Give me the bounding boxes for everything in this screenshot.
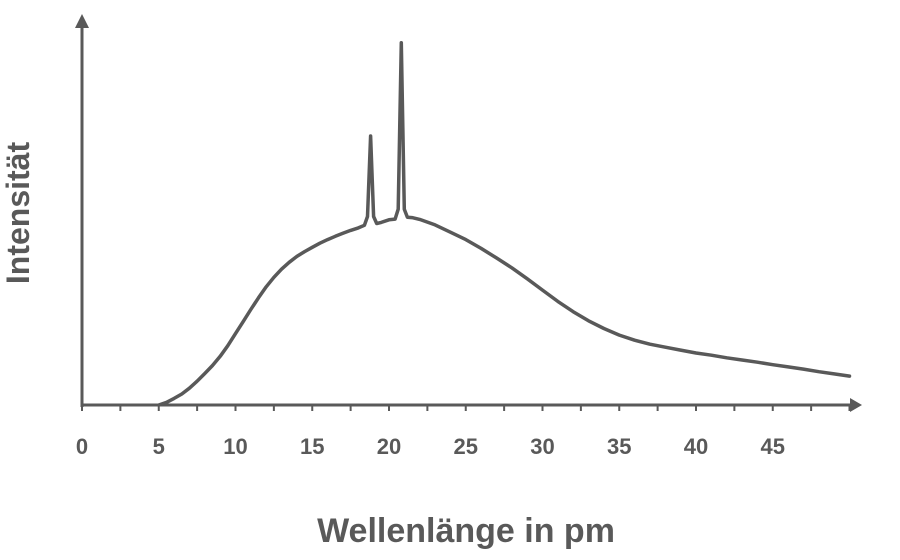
x-tick-label: 10 bbox=[223, 434, 247, 459]
x-tick-label: 5 bbox=[153, 434, 165, 459]
x-tick-label: 0 bbox=[76, 434, 88, 459]
y-axis-title: Intensität bbox=[0, 142, 36, 285]
x-tick-label: 25 bbox=[454, 434, 478, 459]
x-tick-label: 15 bbox=[300, 434, 324, 459]
x-tick-label: 20 bbox=[377, 434, 401, 459]
plot-area: 0 5 10 15 20 25 30 35 40 45 bbox=[75, 14, 862, 459]
x-tick-label: 30 bbox=[530, 434, 554, 459]
x-axis-arrow bbox=[850, 398, 862, 412]
x-axis-title: Wellenlänge in pm bbox=[317, 512, 615, 550]
spectrum-curve-0 bbox=[157, 40, 852, 407]
y-axis-arrow bbox=[75, 14, 89, 28]
x-tick-label: 45 bbox=[761, 434, 785, 459]
x-tick-label: 40 bbox=[684, 434, 708, 459]
x-tick-label: 35 bbox=[607, 434, 631, 459]
